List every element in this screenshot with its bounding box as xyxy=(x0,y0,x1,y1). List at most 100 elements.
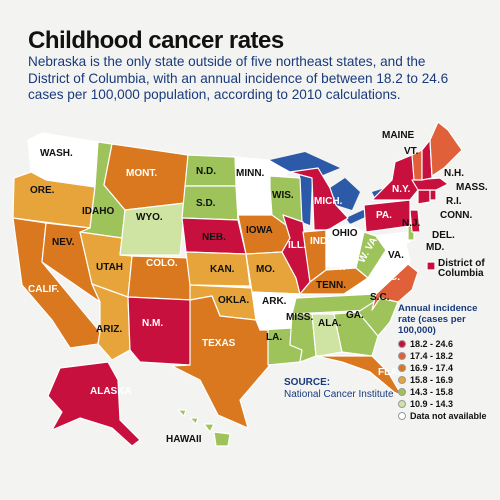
legend-label: 14.3 - 15.8 xyxy=(410,387,454,397)
label-kan: KAN. xyxy=(210,264,235,275)
label-utah: UTAH xyxy=(96,262,123,273)
legend-swatch xyxy=(398,364,406,372)
state-mich xyxy=(289,167,349,231)
label-ky: KY. xyxy=(330,262,346,273)
state-conn xyxy=(417,189,431,205)
legend-label: 15.8 - 16.9 xyxy=(410,375,454,385)
state-dc xyxy=(426,261,436,271)
subtitle: Nebraska is the only state outside of fi… xyxy=(28,54,449,102)
state-alaska xyxy=(47,361,141,447)
label-colo: COLO. xyxy=(146,258,178,269)
label-nd: N.D. xyxy=(196,166,216,177)
label-texas: TEXAS xyxy=(202,338,236,349)
label-nm: N.M. xyxy=(142,318,163,329)
label-nh: N.H. xyxy=(444,168,464,179)
label-nev: NEV. xyxy=(52,237,75,248)
label-wis: WIS. xyxy=(272,190,294,201)
label-mich: MICH. xyxy=(314,196,343,207)
state-nh xyxy=(421,139,433,181)
lake-michigan xyxy=(300,175,312,225)
label-okla: OKLA. xyxy=(218,295,249,306)
lake-huron xyxy=(330,178,360,210)
legend-swatch xyxy=(398,388,406,396)
label-nj: N.J. xyxy=(402,218,421,229)
legend-swatch xyxy=(398,340,406,348)
label-tenn: TENN. xyxy=(316,280,346,291)
source-text: National Cancer Institute xyxy=(284,388,394,400)
label-alaska: ALASKA xyxy=(90,386,132,397)
legend-swatch xyxy=(398,376,406,384)
label-idaho: IDAHO xyxy=(82,206,114,217)
state-ariz xyxy=(91,283,131,361)
label-la: LA. xyxy=(266,332,282,343)
legend-items: 18.2 - 24.6 17.4 - 18.2 16.9 - 17.4 15.8 - … xyxy=(398,339,490,421)
label-sd: S.D. xyxy=(196,198,216,209)
label-calif: CALIF. xyxy=(28,284,59,295)
legend-label: 16.9 - 17.4 xyxy=(410,363,454,373)
label-vt: VT. xyxy=(404,146,419,157)
source-note: SOURCE: National Cancer Institute xyxy=(284,377,394,400)
label-va: VA. xyxy=(388,250,404,261)
label-ore: ORE. xyxy=(30,185,55,196)
label-miss: MISS. xyxy=(286,312,313,323)
label-md: MD. xyxy=(426,242,445,253)
label-fla: FLA. xyxy=(378,367,400,378)
label-conn: CONN. xyxy=(440,210,472,221)
legend-swatch xyxy=(398,400,406,408)
label-nc: N.C. xyxy=(380,272,400,283)
legend-swatch xyxy=(398,352,406,360)
state-pa xyxy=(363,199,411,233)
legend-item: 14.3 - 15.8 xyxy=(398,387,490,397)
label-ga: GA. xyxy=(346,310,364,321)
label-ohio: OHIO xyxy=(332,228,358,239)
label-ark: ARK. xyxy=(262,296,287,307)
label-ny: N.Y. xyxy=(392,184,411,195)
label-maine: MAINE xyxy=(382,130,415,141)
label-wyo: WYO. xyxy=(136,212,163,223)
lake-superior xyxy=(270,152,340,177)
label-del: DEL. xyxy=(432,230,455,241)
label-minn: MINN. xyxy=(236,168,265,179)
legend-label: 17.4 - 18.2 xyxy=(410,351,454,361)
legend-item: 16.9 - 17.4 xyxy=(398,363,490,373)
state-texas xyxy=(171,295,271,429)
label-ri: R.I. xyxy=(446,196,462,207)
label-dc-2: Columbia xyxy=(438,268,484,279)
label-sc: S.C. xyxy=(370,292,390,303)
label-mont: MONT. xyxy=(126,168,157,179)
label-ala: ALA. xyxy=(318,318,342,329)
legend-item: 15.8 - 16.9 xyxy=(398,375,490,385)
label-ind: IND. xyxy=(310,236,330,247)
label-dc-1: District of xyxy=(438,258,485,269)
legend-label: 18.2 - 24.6 xyxy=(410,339,454,349)
legend-label: 10.9 - 14.3 xyxy=(410,399,454,409)
label-neb: NEB. xyxy=(202,232,226,243)
page-title: Childhood cancer rates xyxy=(28,27,284,54)
state-nm xyxy=(127,296,193,366)
state-nj xyxy=(409,209,421,233)
state-wyo xyxy=(119,202,186,256)
label-hawaii: HAWAII xyxy=(166,434,202,445)
state-nc xyxy=(371,263,419,311)
legend-item: 10.9 - 14.3 xyxy=(398,399,490,409)
source-label: SOURCE: xyxy=(284,377,331,388)
label-wash: WASH. xyxy=(40,148,73,159)
label-iowa: IOWA xyxy=(246,225,273,236)
label-pa: PA. xyxy=(376,210,392,221)
legend-item: 17.4 - 18.2 xyxy=(398,351,490,361)
legend-title: Annual incidence rate (cases per 100,000… xyxy=(398,303,478,336)
legend-swatch xyxy=(398,412,406,420)
legend-item: 18.2 - 24.6 xyxy=(398,339,490,349)
state-ri xyxy=(429,189,437,201)
label-ariz: ARIZ. xyxy=(96,324,122,335)
state-hawaii xyxy=(177,409,231,447)
state-mass xyxy=(411,177,449,191)
legend-item: Data not available xyxy=(398,411,490,421)
state-maine xyxy=(429,121,463,177)
label-ill: ILL. xyxy=(288,240,306,251)
legend: Annual incidence rate (cases per 100,000… xyxy=(398,303,490,423)
label-mass: MASS. xyxy=(456,182,488,193)
state-md xyxy=(375,231,411,251)
state-ala xyxy=(311,313,343,357)
